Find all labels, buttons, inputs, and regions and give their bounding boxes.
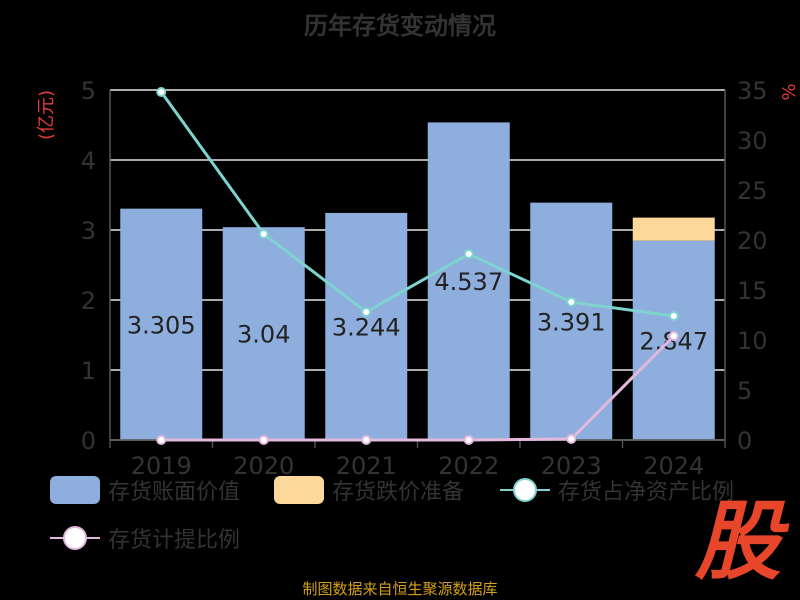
x-tick-label: 2024 bbox=[643, 452, 704, 480]
x-tick-label: 2020 bbox=[233, 452, 294, 480]
bar-book-value bbox=[427, 122, 510, 440]
bar-value-label: 3.305 bbox=[127, 311, 196, 339]
bar-value-label: 4.537 bbox=[434, 268, 503, 296]
bar-impairment bbox=[632, 217, 715, 241]
x-tick-label: 2023 bbox=[541, 452, 602, 480]
bar-book-value bbox=[530, 202, 613, 440]
chart-title: 历年存货变动情况 bbox=[304, 12, 496, 40]
y-left-tick-label: 3 bbox=[81, 217, 96, 245]
bar-book-value bbox=[325, 212, 408, 440]
point-provision-ratio bbox=[361, 435, 372, 445]
y-right-tick-label: 35 bbox=[737, 77, 768, 105]
point-provision-ratio bbox=[156, 435, 167, 445]
point-net-asset-ratio bbox=[361, 307, 372, 317]
y-right-tick-label: 30 bbox=[737, 127, 768, 155]
point-net-asset-ratio bbox=[668, 311, 679, 321]
x-tick-label: 2021 bbox=[336, 452, 397, 480]
line-net-asset-ratio bbox=[160, 91, 674, 318]
y-right-tick-label: 20 bbox=[737, 227, 768, 255]
x-tick-label: 2019 bbox=[131, 452, 192, 480]
y-left-tick-label: 0 bbox=[81, 427, 96, 455]
logo: 股 bbox=[695, 492, 781, 592]
y-right-tick-label: 10 bbox=[737, 327, 768, 355]
legend-item-net-asset-ratio[interactable]: 存货占净资产比例 bbox=[500, 474, 734, 506]
bar-book-value bbox=[120, 208, 203, 440]
line-provision-ratio bbox=[161, 334, 675, 442]
y-left-tick-label: 4 bbox=[81, 147, 96, 175]
bar-value-label: 3.04 bbox=[237, 321, 290, 349]
point-provision-ratio bbox=[566, 434, 577, 444]
legend-item-book-value[interactable]: 存货账面价值 bbox=[50, 474, 240, 506]
legend-label: 存货占净资产比例 bbox=[558, 480, 735, 505]
bar-book-value bbox=[222, 227, 305, 440]
point-provision-ratio bbox=[463, 435, 474, 445]
legend-label: 存货计提比例 bbox=[108, 528, 241, 553]
legend-item-provision-ratio[interactable]: 存货计提比例 bbox=[50, 522, 240, 554]
bar-value-label: 3.244 bbox=[332, 313, 401, 341]
legend-item-impairment[interactable]: 存货跌价准备 bbox=[274, 474, 464, 506]
point-provision-ratio bbox=[668, 331, 679, 341]
point-net-asset-ratio bbox=[156, 87, 167, 97]
y-left-tick-label: 2 bbox=[81, 287, 96, 315]
y-right-axis-label: % bbox=[779, 83, 800, 100]
legend-label: 存货账面价值 bbox=[108, 480, 241, 505]
bar-value-label: 3.391 bbox=[537, 308, 606, 336]
y-right-tick-label: 25 bbox=[737, 177, 768, 205]
y-left-tick-label: 5 bbox=[81, 77, 96, 105]
legend-swatch bbox=[50, 476, 100, 504]
legend-label: 存货跌价准备 bbox=[332, 480, 465, 505]
legend-line-marker bbox=[500, 476, 550, 504]
point-net-asset-ratio bbox=[566, 297, 577, 307]
legend-swatch bbox=[274, 476, 324, 504]
y-left-axis-label: (亿元) bbox=[36, 90, 57, 140]
y-right-tick-label: 5 bbox=[737, 377, 752, 405]
point-net-asset-ratio bbox=[258, 229, 269, 239]
y-left-tick-label: 1 bbox=[81, 357, 96, 385]
point-provision-ratio bbox=[258, 435, 269, 445]
y-right-tick-label: 15 bbox=[737, 277, 768, 305]
source-note: 制图数据来自恒生聚源数据库 bbox=[302, 580, 498, 598]
legend-line-marker bbox=[50, 524, 100, 552]
y-right-tick-label: 0 bbox=[737, 427, 752, 455]
point-net-asset-ratio bbox=[463, 249, 474, 259]
x-tick-label: 2022 bbox=[438, 452, 499, 480]
